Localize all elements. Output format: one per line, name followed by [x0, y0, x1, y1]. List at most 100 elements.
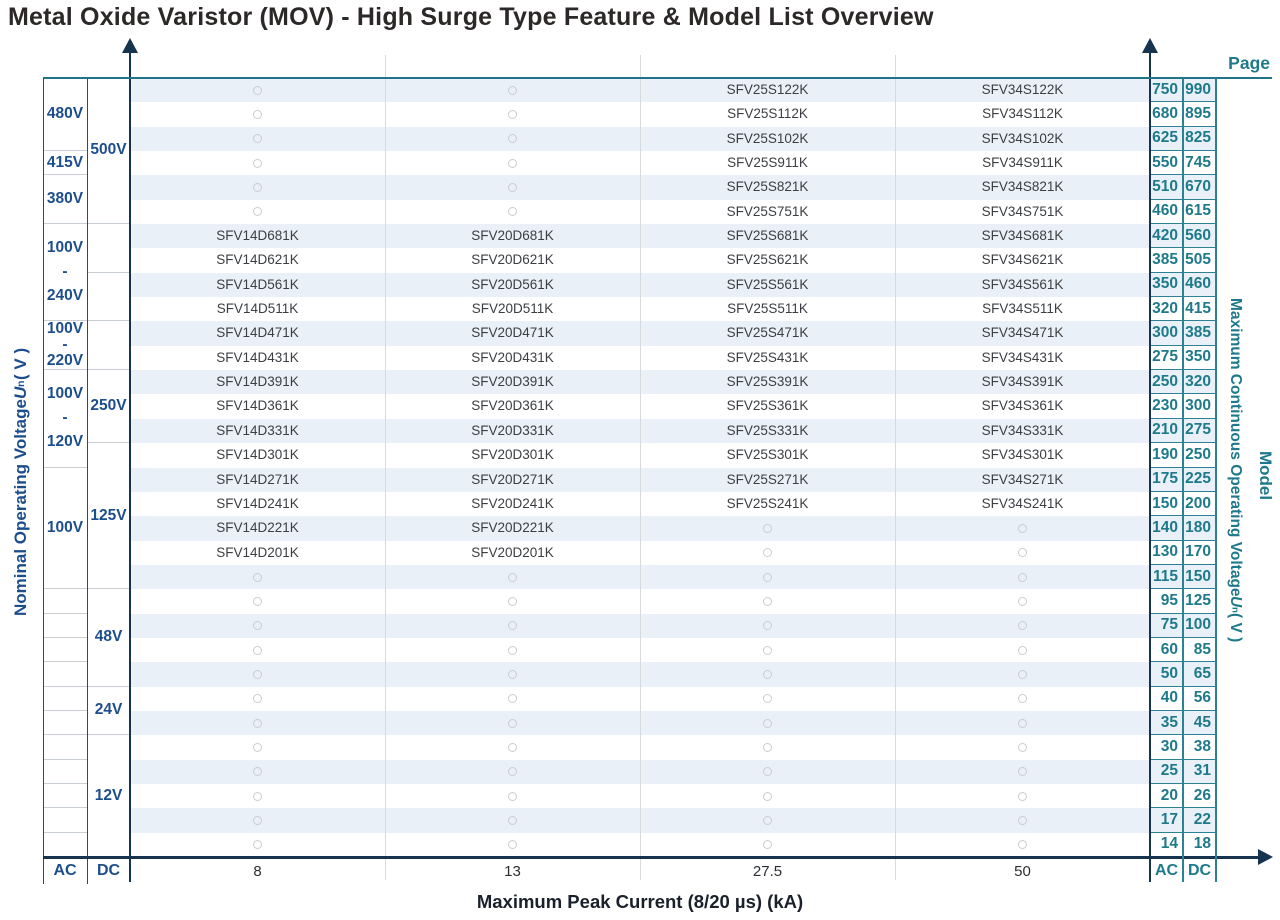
- voltage-label: 100V: [46, 320, 84, 338]
- model-cell: SFV20D561K: [471, 276, 554, 292]
- y-axis-line-left: [128, 46, 131, 882]
- model-cell: SFV25S751K: [726, 203, 809, 219]
- dc-voltage-group: [87, 273, 130, 322]
- empty-model-marker: [763, 742, 772, 752]
- page-row: 150 200: [1150, 492, 1216, 517]
- model-cell: SFV34S102K: [981, 130, 1064, 146]
- empty-model-marker: [253, 207, 262, 217]
- ac-voltage-group-empty: [43, 589, 87, 614]
- empty-model-marker: [1018, 548, 1027, 558]
- model-cell: SFV34S681K: [981, 228, 1064, 244]
- page-value-dc: 385: [1185, 324, 1211, 342]
- voltage-symbol-sub: n: [1229, 607, 1241, 614]
- model-cell: SFV25S821K: [726, 179, 809, 195]
- page-value-dc: 100: [1185, 616, 1211, 634]
- model-cell: SFV34S911K: [982, 155, 1063, 171]
- row-stripe: [130, 272, 1216, 298]
- ac-voltage-group-empty: [43, 711, 87, 736]
- ac-voltage-group: 380V: [43, 175, 87, 225]
- model-cell: SFV34S751K: [981, 203, 1064, 219]
- left-ac-header: AC: [53, 862, 77, 879]
- page-value-ac: 320: [1152, 299, 1178, 317]
- ac-voltage-group-empty: [43, 638, 87, 663]
- row-stripe: [130, 710, 1216, 736]
- row-stripe: [130, 759, 1216, 784]
- model-cell: SFV20D331K: [471, 422, 554, 438]
- empty-model-marker: [508, 207, 517, 217]
- empty-model-marker: [253, 621, 262, 631]
- empty-model-marker: [253, 791, 262, 801]
- page-value-ac: 25: [1160, 762, 1178, 780]
- y-axis-arrow-left-icon: [122, 38, 138, 53]
- model-cell: SFV25S391K: [726, 374, 809, 390]
- x-axis-title: Maximum Peak Current (8/20 µs) (kA): [476, 891, 804, 912]
- model-cell: SFV14D471K: [216, 325, 299, 341]
- row-stripe: [130, 370, 1216, 395]
- ac-voltage-group-empty: [43, 784, 87, 809]
- ac-voltage-group: 415V: [43, 151, 87, 176]
- model-cell: SFV25S102K: [726, 130, 809, 146]
- dc-voltage-group: 24V: [87, 687, 130, 736]
- model-cell: SFV20D301K: [471, 447, 554, 463]
- page-value-ac: 140: [1152, 518, 1178, 536]
- page-value-dc: 275: [1185, 421, 1211, 439]
- voltage-label: 100V: [46, 239, 84, 257]
- empty-model-marker: [1018, 572, 1027, 582]
- dc-voltage-group: [87, 321, 130, 371]
- model-cell: SFV34S621K: [981, 252, 1064, 268]
- ac-voltage-group: 100V - 120V: [43, 370, 87, 468]
- model-cell: SFV34S391K: [981, 374, 1064, 390]
- page-value-ac: 75: [1160, 616, 1178, 634]
- dc-voltage-group: 500V: [87, 78, 130, 225]
- voltage-label: 250V: [90, 397, 127, 415]
- empty-model-marker: [253, 596, 262, 606]
- page-value-dc: 560: [1185, 226, 1211, 244]
- empty-model-marker: [1018, 742, 1027, 752]
- empty-model-marker: [508, 767, 517, 777]
- empty-model-marker: [1018, 523, 1027, 533]
- model-cell: SFV34S122K: [981, 82, 1064, 97]
- page-value-dc: 460: [1185, 275, 1211, 293]
- grid-divider: [385, 55, 386, 880]
- page-value-ac: 175: [1152, 470, 1178, 488]
- model-cell: SFV20D511K: [471, 301, 554, 317]
- model-cell: SFV20D391K: [471, 374, 554, 390]
- left-dc-header: DC: [96, 862, 121, 879]
- model-cell: SFV20D221K: [471, 520, 554, 536]
- page-value-dc: 65: [1193, 664, 1211, 682]
- page-row: 115 150: [1150, 565, 1216, 590]
- page-value-ac: 130: [1152, 543, 1178, 561]
- page-value-dc: 895: [1185, 105, 1211, 123]
- page-row: 250 320: [1150, 370, 1216, 395]
- page-value-ac: 300: [1152, 324, 1178, 342]
- page-value-dc: 18: [1193, 835, 1211, 853]
- voltage-label: 380V: [46, 190, 84, 208]
- voltage-label: 12V: [94, 787, 123, 805]
- page-row: 230 300: [1150, 394, 1216, 419]
- model-cell: SFV20D241K: [471, 495, 554, 511]
- page-value-ac: 750: [1152, 80, 1178, 98]
- ac-voltage-group-empty: [43, 614, 87, 638]
- empty-model-marker: [253, 669, 262, 679]
- voltage-label: -: [62, 263, 68, 281]
- page-value-ac: 35: [1160, 713, 1178, 731]
- page-value-dc: 170: [1185, 543, 1211, 561]
- model-cell: SFV34S561K: [981, 276, 1064, 292]
- page-row: 140 180: [1150, 516, 1216, 541]
- page-value-dc: 250: [1185, 445, 1211, 463]
- page-value-ac: 30: [1160, 737, 1178, 755]
- dc-voltage-group: 48V: [87, 589, 130, 687]
- model-cell: SFV34S301K: [981, 447, 1064, 463]
- dc-voltage-group: [87, 224, 130, 273]
- table-top-border: [43, 76, 1272, 79]
- dc-voltage-group: 125V: [87, 443, 130, 590]
- voltage-label: -: [62, 409, 68, 427]
- empty-model-marker: [508, 158, 517, 168]
- model-cell: SFV14D331K: [216, 422, 299, 438]
- page-row: 625 825: [1150, 127, 1216, 152]
- row-stripe: [130, 175, 1216, 200]
- page-value-ac: 50: [1160, 664, 1178, 682]
- empty-model-marker: [1018, 791, 1027, 801]
- empty-model-marker: [763, 621, 772, 631]
